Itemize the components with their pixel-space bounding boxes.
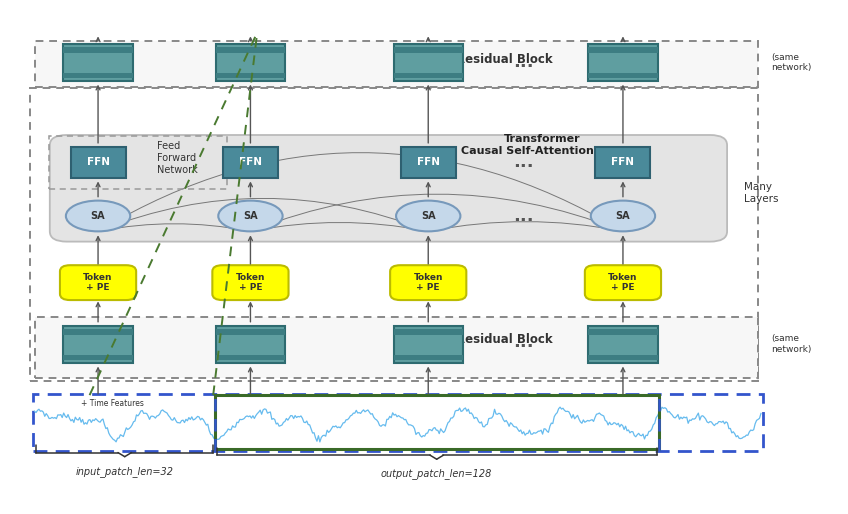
Text: output_patch_len=128: output_patch_len=128 bbox=[381, 468, 493, 480]
FancyBboxPatch shape bbox=[215, 44, 285, 81]
FancyBboxPatch shape bbox=[223, 147, 278, 177]
Text: FFN: FFN bbox=[611, 157, 634, 167]
FancyBboxPatch shape bbox=[393, 355, 463, 360]
FancyBboxPatch shape bbox=[215, 355, 285, 360]
FancyBboxPatch shape bbox=[215, 326, 285, 362]
Text: (same
network): (same network) bbox=[771, 335, 812, 354]
FancyBboxPatch shape bbox=[64, 326, 133, 362]
FancyBboxPatch shape bbox=[60, 265, 137, 300]
Ellipse shape bbox=[591, 200, 656, 231]
Text: FFN: FFN bbox=[239, 157, 262, 167]
FancyBboxPatch shape bbox=[589, 44, 658, 81]
Text: Residual Block: Residual Block bbox=[456, 333, 553, 345]
FancyBboxPatch shape bbox=[64, 328, 133, 335]
Text: Token
+ PE: Token + PE bbox=[414, 273, 443, 292]
Text: Residual Block: Residual Block bbox=[456, 53, 553, 66]
FancyBboxPatch shape bbox=[595, 147, 650, 177]
Ellipse shape bbox=[396, 200, 460, 231]
Ellipse shape bbox=[218, 200, 282, 231]
Text: SA: SA bbox=[421, 211, 436, 221]
FancyBboxPatch shape bbox=[215, 47, 285, 52]
Text: + Time Features: + Time Features bbox=[81, 399, 144, 408]
Text: SA: SA bbox=[243, 211, 258, 221]
FancyBboxPatch shape bbox=[393, 328, 463, 335]
Text: Token
+ PE: Token + PE bbox=[236, 273, 265, 292]
Text: ...: ... bbox=[514, 53, 534, 71]
Text: ...: ... bbox=[514, 333, 534, 351]
Text: ...: ... bbox=[514, 153, 534, 171]
FancyBboxPatch shape bbox=[393, 44, 463, 81]
Ellipse shape bbox=[66, 200, 131, 231]
FancyBboxPatch shape bbox=[35, 318, 758, 378]
FancyBboxPatch shape bbox=[589, 355, 658, 360]
FancyBboxPatch shape bbox=[33, 394, 762, 450]
Text: Feed
Forward
Network: Feed Forward Network bbox=[158, 141, 198, 175]
FancyBboxPatch shape bbox=[64, 44, 133, 81]
Text: Many
Layers: Many Layers bbox=[744, 182, 778, 204]
FancyBboxPatch shape bbox=[212, 265, 288, 300]
Text: Token
+ PE: Token + PE bbox=[608, 273, 638, 292]
FancyBboxPatch shape bbox=[393, 326, 463, 362]
Text: FFN: FFN bbox=[86, 157, 109, 167]
FancyBboxPatch shape bbox=[589, 73, 658, 78]
FancyBboxPatch shape bbox=[393, 47, 463, 52]
Text: FFN: FFN bbox=[416, 157, 440, 167]
FancyBboxPatch shape bbox=[585, 265, 661, 300]
FancyBboxPatch shape bbox=[64, 47, 133, 52]
FancyBboxPatch shape bbox=[589, 326, 658, 362]
FancyBboxPatch shape bbox=[589, 47, 658, 52]
FancyBboxPatch shape bbox=[589, 328, 658, 335]
FancyBboxPatch shape bbox=[64, 355, 133, 360]
FancyBboxPatch shape bbox=[70, 147, 126, 177]
FancyBboxPatch shape bbox=[401, 147, 455, 177]
FancyBboxPatch shape bbox=[215, 73, 285, 78]
Text: SA: SA bbox=[91, 211, 105, 221]
Text: Token
+ PE: Token + PE bbox=[83, 273, 113, 292]
Text: Transformer
Causal Self-Attention (SA): Transformer Causal Self-Attention (SA) bbox=[460, 135, 624, 156]
FancyBboxPatch shape bbox=[35, 41, 758, 87]
Text: (same
network): (same network) bbox=[771, 52, 812, 72]
FancyBboxPatch shape bbox=[390, 265, 466, 300]
FancyBboxPatch shape bbox=[393, 73, 463, 78]
FancyBboxPatch shape bbox=[64, 73, 133, 78]
Text: ...: ... bbox=[514, 207, 534, 225]
Text: input_patch_len=32: input_patch_len=32 bbox=[75, 466, 174, 477]
FancyBboxPatch shape bbox=[215, 328, 285, 335]
FancyBboxPatch shape bbox=[50, 135, 727, 242]
Text: SA: SA bbox=[616, 211, 630, 221]
